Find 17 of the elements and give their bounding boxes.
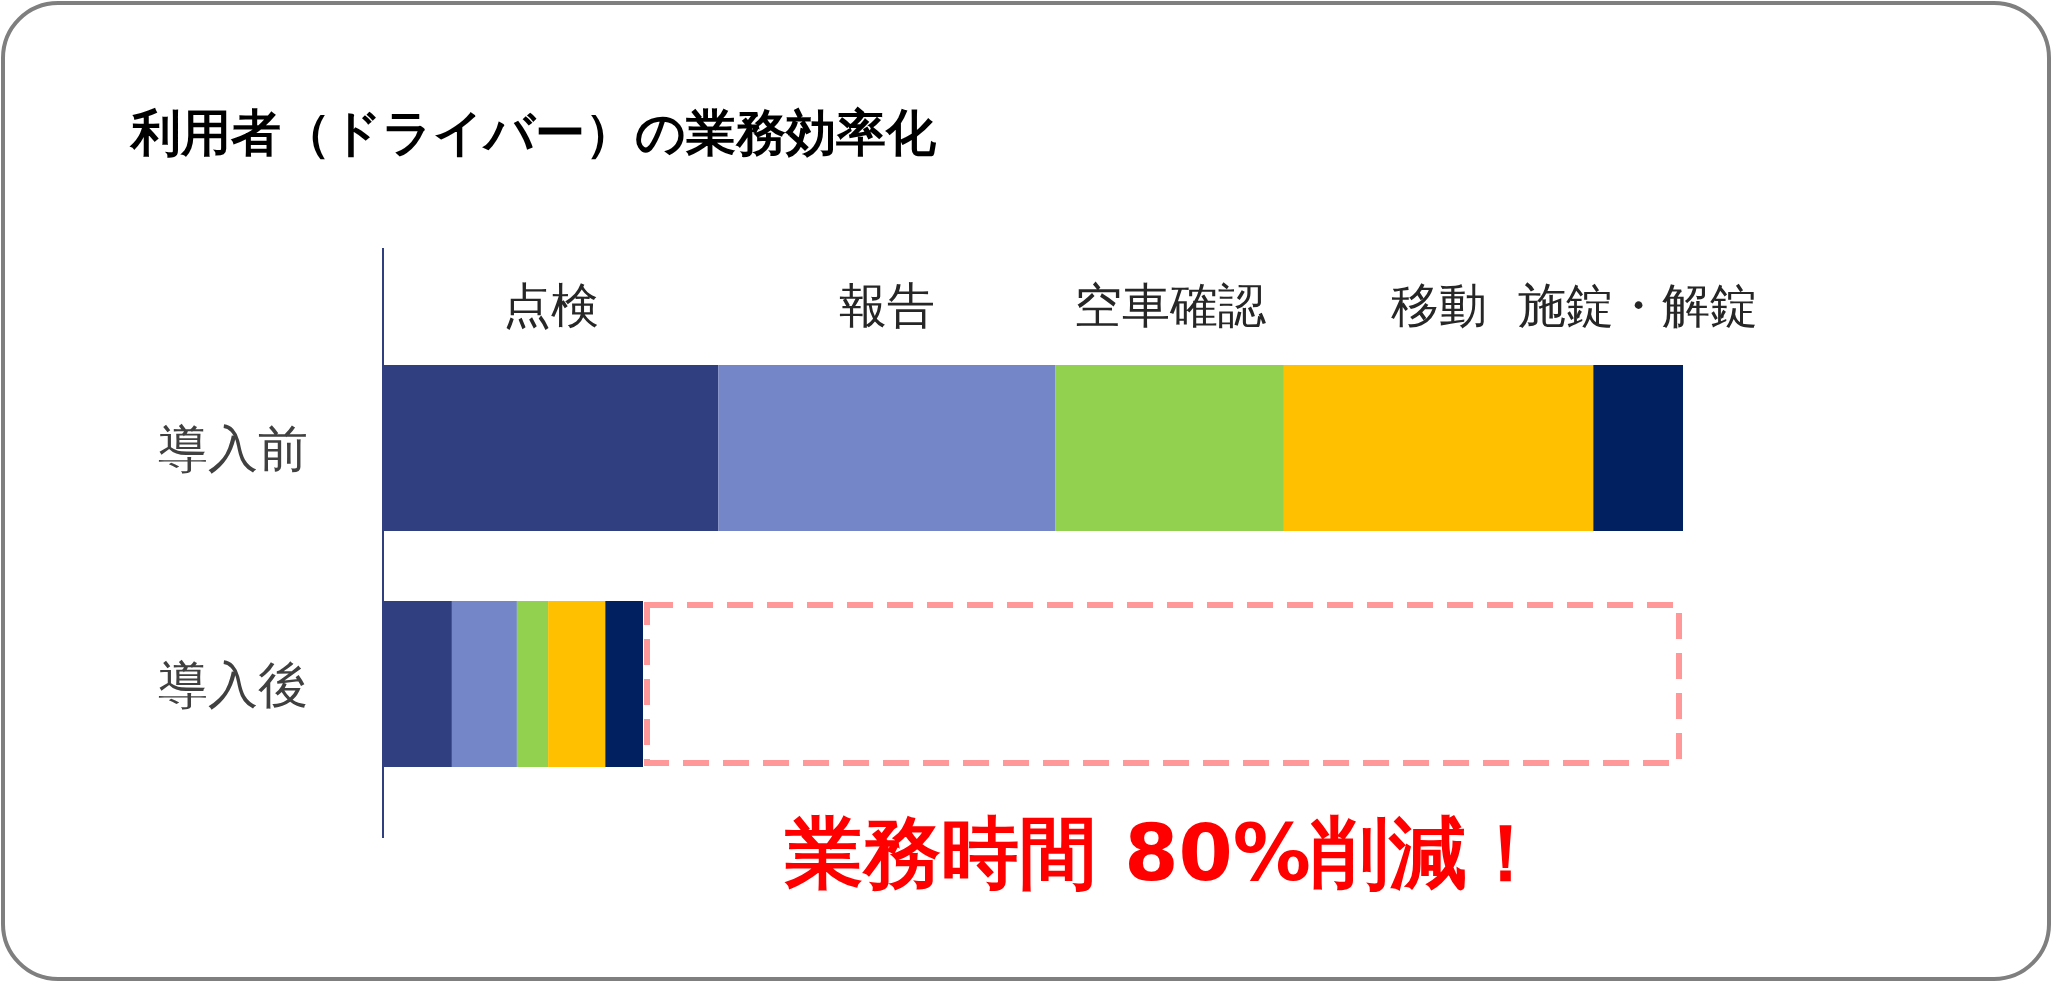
series-label: 施錠・解錠 (1518, 277, 1759, 333)
bar (718, 365, 1056, 531)
chart-title: 利用者（ドライバー）の業務効率化 (129, 104, 937, 162)
y-tick-label: 導入前 (158, 420, 308, 478)
bar (516, 601, 549, 767)
bar (451, 601, 517, 767)
bar (1593, 365, 1683, 531)
series-label: 報告 (838, 277, 935, 333)
bar (1283, 365, 1594, 531)
bar (548, 601, 606, 767)
series-label: 移動 (1390, 277, 1487, 333)
series-label: 点検 (502, 277, 599, 333)
series-label: 空車確認 (1073, 277, 1266, 333)
bar (605, 601, 643, 767)
annotation: 業務時間 80%削減！ (784, 808, 1545, 898)
bar (1055, 365, 1284, 531)
y-tick-label: 導入後 (158, 656, 308, 714)
